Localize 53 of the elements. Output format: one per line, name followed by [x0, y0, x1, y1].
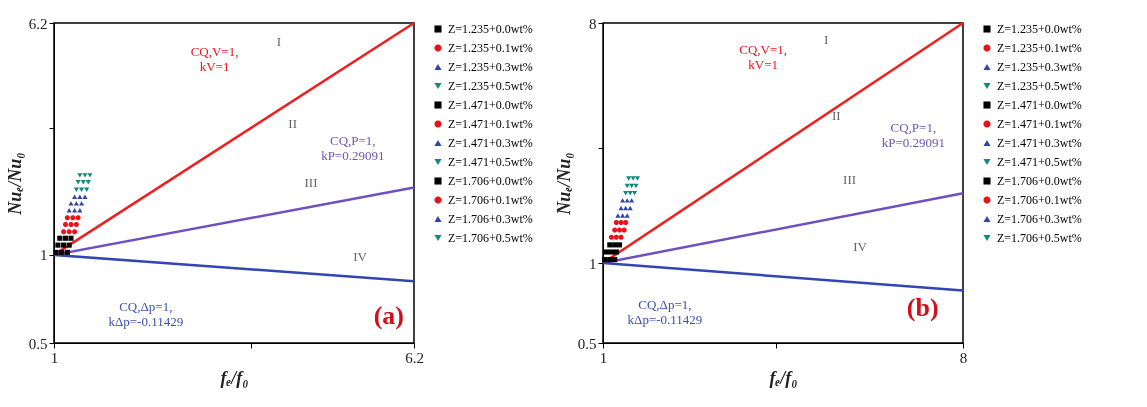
annotation: III [843, 171, 857, 187]
legend-label: Z=1.706+0.1wt% [448, 193, 533, 207]
legend-label: Z=1.471+0.3wt% [997, 136, 1082, 150]
y-axis-title: Nuₑ/Nu₀ [553, 152, 574, 216]
y-tick-label: 6.2 [28, 15, 48, 32]
annotation: II [831, 107, 841, 123]
legend-label: Z=1.235+0.1wt% [448, 41, 533, 55]
annotation: IV [853, 239, 868, 254]
legend-label: Z=1.706+0.3wt% [448, 212, 533, 226]
y-tick-label: 1 [589, 255, 597, 272]
legend-label: Z=1.235+0.1wt% [997, 41, 1082, 55]
x-tick-label: 8 [959, 349, 968, 366]
x-tick-label: 6.2 [405, 349, 424, 366]
annotation: IV [353, 248, 368, 264]
annotation: III [304, 175, 318, 190]
y-tick-label: 0.5 [577, 335, 597, 352]
legend-label: Z=1.471+0.3wt% [448, 136, 533, 150]
legend-label: Z=1.235+0.0wt% [448, 22, 533, 36]
legend-label: Z=1.471+0.1wt% [448, 117, 533, 131]
legend-label: Z=1.706+0.5wt% [997, 231, 1082, 245]
legend-label: Z=1.706+0.5wt% [448, 231, 533, 245]
legend-label: Z=1.471+0.0wt% [448, 98, 533, 112]
legend-label: Z=1.235+0.3wt% [997, 60, 1082, 74]
legend-label: Z=1.235+0.5wt% [997, 79, 1082, 93]
legend-label: Z=1.471+0.5wt% [448, 155, 533, 169]
legend-label: Z=1.235+0.5wt% [448, 79, 533, 93]
y-tick-label: 0.5 [28, 335, 48, 352]
annotation: CQ,P=1, kP=0.29091 [881, 119, 945, 150]
annotation: I [276, 34, 282, 50]
annotation: (b) [906, 292, 939, 322]
y-axis-title: Nuₑ/Nu₀ [4, 152, 25, 216]
annotation: CQ,Δp=1, kΔp=-0.11429 [627, 296, 703, 327]
y-tick-label: 1 [40, 247, 48, 264]
y-tick-label: 8 [589, 15, 597, 32]
annotation: II [288, 115, 298, 131]
legend-label: Z=1.706+0.0wt% [448, 174, 533, 188]
legend-label: Z=1.235+0.0wt% [997, 22, 1082, 36]
annotation: I [824, 31, 829, 47]
x-axis-title: fₑ/f₀ [769, 367, 798, 388]
legend-label: Z=1.706+0.1wt% [997, 193, 1082, 207]
annotation: (a) [373, 301, 404, 331]
annotation: CQ,V=1, kV=1 [190, 43, 239, 74]
x-tick-label: 1 [50, 349, 59, 366]
annotation: CQ,V=1, kV=1 [739, 41, 788, 72]
legend-label: Z=1.706+0.3wt% [997, 212, 1082, 226]
legend-label: Z=1.471+0.0wt% [997, 98, 1082, 112]
legend-label: Z=1.706+0.0wt% [997, 174, 1082, 188]
x-axis-title: fₑ/f₀ [220, 367, 249, 388]
annotation: CQ,P=1, kP=0.29091 [321, 133, 385, 164]
annotation: CQ,Δp=1, kΔp=-0.11429 [108, 298, 184, 329]
legend-label: Z=1.235+0.3wt% [448, 60, 533, 74]
legend-label: Z=1.471+0.1wt% [997, 117, 1082, 131]
legend-label: Z=1.471+0.5wt% [997, 155, 1082, 169]
